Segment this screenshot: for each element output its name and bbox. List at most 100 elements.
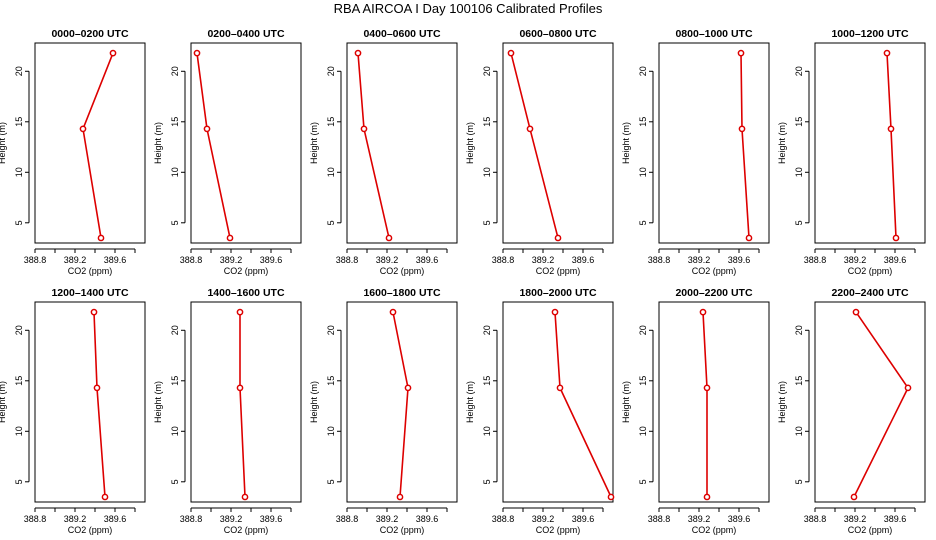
x-tick-label: 388.8 — [648, 514, 671, 524]
data-point — [385, 234, 393, 242]
x-tick-label: 389.2 — [220, 514, 243, 524]
data-point — [507, 49, 515, 57]
x-tick-label: 389.6 — [728, 255, 751, 265]
y-axis-label: Height (m) — [465, 381, 475, 423]
y-tick-label: 5 — [14, 220, 24, 225]
y-tick-label: 15 — [638, 117, 648, 127]
y-tick-label: 20 — [14, 66, 24, 76]
x-tick-label: 389.2 — [220, 255, 243, 265]
data-point — [703, 384, 711, 392]
y-tick-label: 15 — [170, 117, 180, 127]
x-axis-label: CO2 (ppm) — [68, 525, 113, 535]
x-tick-label: 389.6 — [884, 255, 907, 265]
plot-frame — [658, 301, 770, 503]
x-tick-label: 389.2 — [376, 255, 399, 265]
x-axis-label: CO2 (ppm) — [848, 525, 893, 535]
plot-frame — [190, 301, 302, 503]
panel-title: 0800–1000 UTC — [675, 28, 752, 40]
data-point — [852, 308, 860, 316]
x-axis-label: CO2 (ppm) — [692, 266, 737, 276]
y-tick-label: 10 — [794, 167, 804, 177]
profile-line — [886, 53, 897, 238]
x-tick-label: 389.6 — [104, 255, 127, 265]
data-point — [887, 125, 895, 133]
data-point — [109, 49, 117, 57]
panel-title: 1800–2000 UTC — [519, 287, 596, 299]
x-tick-label: 388.8 — [336, 514, 359, 524]
y-tick-label: 10 — [482, 167, 492, 177]
profile-line — [702, 312, 708, 497]
y-axis-label: Height (m) — [153, 122, 163, 164]
y-axis-label: Height (m) — [153, 381, 163, 423]
y-tick-label: 10 — [326, 426, 336, 436]
x-tick-label: 389.2 — [688, 255, 711, 265]
panel-title: 2200–2400 UTC — [831, 287, 908, 299]
y-tick-label: 20 — [170, 66, 180, 76]
y-tick-label: 10 — [794, 426, 804, 436]
profile-line — [82, 52, 114, 239]
y-tick-label: 20 — [482, 66, 492, 76]
y-tick-label: 20 — [638, 325, 648, 335]
plot-frame — [814, 42, 926, 244]
profile-line — [239, 312, 246, 497]
x-tick-label: 389.2 — [688, 514, 711, 524]
y-axis-label: Height (m) — [621, 381, 631, 423]
y-axis-label: Height (m) — [777, 381, 787, 423]
data-point — [203, 125, 211, 133]
panel-title: 2000–2200 UTC — [675, 287, 752, 299]
x-tick-label: 388.8 — [804, 255, 827, 265]
y-tick-label: 5 — [14, 479, 24, 484]
y-tick-label: 10 — [14, 426, 24, 436]
x-axis-label: CO2 (ppm) — [224, 525, 269, 535]
y-tick-label: 20 — [482, 325, 492, 335]
profile-line — [392, 311, 409, 497]
figure-title: RBA AIRCOA I Day 100106 Calibrated Profi… — [334, 1, 603, 16]
y-tick-label: 10 — [326, 167, 336, 177]
x-tick-label: 389.6 — [884, 514, 907, 524]
x-axis-label: CO2 (ppm) — [848, 266, 893, 276]
panel-title: 1200–1400 UTC — [51, 287, 128, 299]
y-tick-label: 15 — [326, 376, 336, 386]
profile-line — [196, 52, 231, 239]
plot-frame — [34, 42, 146, 244]
profile-line — [853, 311, 909, 498]
data-point — [90, 308, 98, 316]
plot-frame — [814, 301, 926, 503]
y-axis-label: Height (m) — [465, 122, 475, 164]
data-point — [241, 493, 249, 501]
y-tick-label: 10 — [170, 167, 180, 177]
x-tick-label: 388.8 — [180, 255, 203, 265]
y-tick-label: 5 — [326, 479, 336, 484]
data-point — [526, 125, 534, 133]
plot-frame — [502, 42, 614, 244]
x-tick-label: 388.8 — [492, 255, 515, 265]
x-tick-label: 389.6 — [416, 514, 439, 524]
x-tick-label: 388.8 — [24, 514, 47, 524]
x-tick-label: 389.6 — [572, 514, 595, 524]
data-point — [745, 234, 753, 242]
profile-line — [93, 312, 106, 497]
y-axis-label: Height (m) — [309, 381, 319, 423]
x-tick-label: 388.8 — [24, 255, 47, 265]
x-axis-label: CO2 (ppm) — [692, 525, 737, 535]
y-tick-label: 5 — [170, 479, 180, 484]
x-tick-label: 389.6 — [728, 514, 751, 524]
panel-title: 0600–0800 UTC — [519, 28, 596, 40]
y-tick-label: 15 — [794, 117, 804, 127]
data-point — [850, 493, 858, 501]
x-axis-label: CO2 (ppm) — [224, 266, 269, 276]
plot-frame — [346, 42, 458, 244]
data-point — [354, 49, 362, 57]
panel-title: 0400–0600 UTC — [363, 28, 440, 40]
data-point — [396, 493, 404, 501]
profile-line — [554, 312, 612, 498]
y-tick-label: 15 — [794, 376, 804, 386]
profile-line — [740, 53, 750, 238]
x-axis-label: CO2 (ppm) — [380, 266, 425, 276]
